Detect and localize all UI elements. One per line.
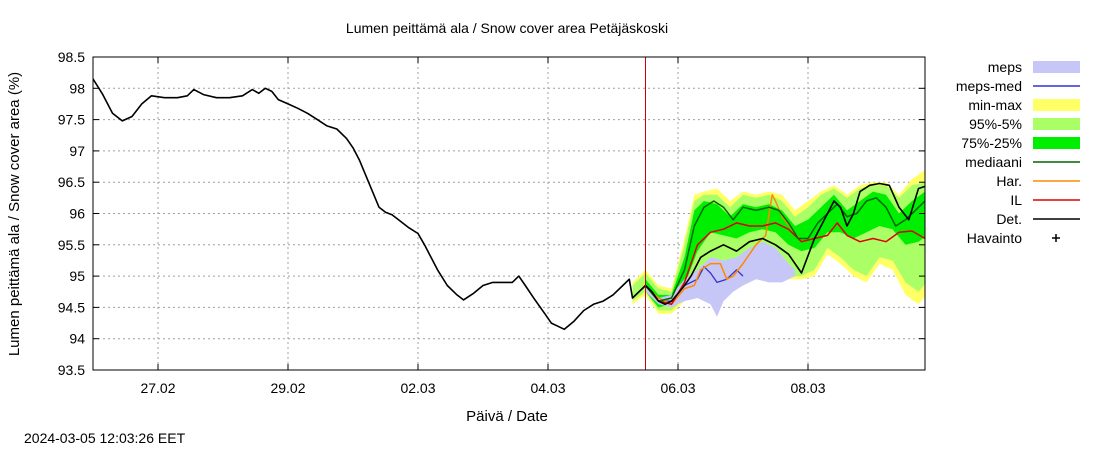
- x-tick-label: 02.03: [400, 380, 435, 396]
- x-tick-label: 08.03: [790, 380, 825, 396]
- x-axis-label: Päivä / Date: [466, 408, 548, 425]
- p75-25-band: [645, 191, 925, 308]
- har-line: [644, 193, 803, 306]
- legend-label-p95_5: 95%-5%: [969, 116, 1022, 132]
- x-tick-label: 27.02: [140, 380, 175, 396]
- legend-swatch-minmax: [1033, 99, 1080, 111]
- y-tick-label: 93.5: [58, 362, 85, 378]
- legend-label-mediaani: mediaani: [965, 154, 1022, 170]
- y-axis-label: Lumen peittämä ala / Snow cover area (%): [6, 72, 23, 356]
- legend-label-meps_med: meps-med: [956, 78, 1022, 94]
- x-tick-label: 04.03: [530, 380, 565, 396]
- y-tick-label: 96: [69, 206, 85, 222]
- y-tick-label: 95: [69, 268, 85, 284]
- legend: meps meps-med min-max 95%-5% 75%-25% mediaani…: [956, 59, 1080, 246]
- legend-swatch-meps: [1033, 61, 1080, 73]
- y-tick-label: 94.5: [58, 299, 85, 315]
- legend-swatch-p75_25: [1033, 137, 1080, 149]
- y-tick-label: 96.5: [58, 174, 85, 190]
- legend-label-havainto: Havainto: [967, 230, 1022, 246]
- legend-label-p75_25: 75%-25%: [961, 135, 1022, 151]
- y-tick-label: 94: [69, 331, 85, 347]
- legend-label-meps: meps: [988, 59, 1022, 75]
- legend-label-il: IL: [1010, 192, 1022, 208]
- y-tick-label: 97: [69, 143, 85, 159]
- generated-timestamp: 2024-03-05 12:03:26 EET: [24, 430, 186, 446]
- legend-label-minmax: min-max: [968, 97, 1022, 113]
- meps-med-line: [645, 266, 744, 302]
- chart-title: Lumen peittämä ala / Snow cover area Pet…: [346, 20, 668, 36]
- series-lines: [93, 78, 925, 331]
- x-tick-label: 29.02: [270, 380, 305, 396]
- meps-band: [645, 241, 795, 317]
- grid-lines: [93, 57, 925, 370]
- y-tick-label: 98: [69, 80, 85, 96]
- mediaani-line: [644, 197, 925, 302]
- y-tick-label: 95.5: [58, 237, 85, 253]
- y-tick-label: 97.5: [58, 112, 85, 128]
- y-axis-ticks: 93.5 94 94.5 95 95.5 96 96.5 97 97.5 98 98.5: [58, 49, 925, 378]
- legend-label-har: Har.: [996, 173, 1022, 189]
- y-tick-label: 98.5: [58, 49, 85, 65]
- legend-label-det: Det.: [996, 211, 1022, 227]
- legend-swatch-p95_5: [1033, 118, 1080, 130]
- x-tick-label: 06.03: [660, 380, 695, 396]
- x-axis-ticks: 27.02 29.02 02.03 04.03 06.03 08.03: [140, 57, 826, 396]
- det-line: [93, 78, 925, 331]
